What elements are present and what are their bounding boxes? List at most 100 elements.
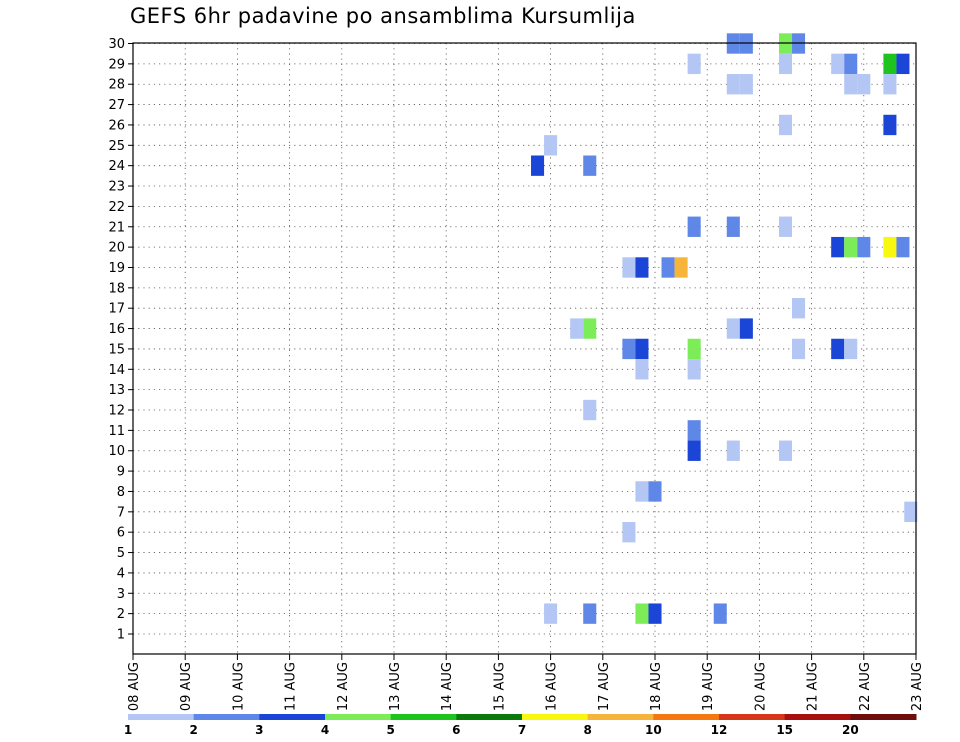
colorbar-segment (390, 714, 457, 720)
heatmap-cell (583, 155, 597, 176)
heatmap-cell (844, 236, 858, 258)
colorbar-label: 20 (842, 723, 859, 737)
y-tick-label: 6 (117, 526, 125, 541)
heatmap-cell (648, 481, 662, 502)
heatmap-cell (635, 338, 649, 360)
heatmap-cell (739, 74, 753, 95)
heatmap-cell (531, 155, 545, 176)
heatmap-cell (883, 114, 897, 136)
heatmap-cell (687, 216, 701, 237)
colorbar-segment (522, 714, 589, 720)
colorbar-segment (653, 714, 720, 720)
x-tick-label: 19 AUG (701, 662, 716, 711)
colorbar-segment (259, 714, 326, 720)
heatmap-cell (674, 257, 688, 278)
y-tick-label: 3 (117, 587, 125, 602)
heatmap-cell (831, 236, 845, 258)
heatmap-cell (883, 53, 897, 75)
heatmap-cell (883, 236, 897, 258)
heatmap-cell (635, 481, 649, 502)
y-tick-label: 22 (108, 200, 125, 215)
y-tick-label: 8 (117, 485, 125, 500)
heatmap-cell (778, 114, 793, 136)
colorbar-label: 1 (124, 723, 132, 737)
heatmap-cell (622, 338, 636, 360)
x-tick-label: 23 AUG (910, 662, 925, 711)
heatmap-cell (792, 338, 806, 360)
colorbar-label: 12 (711, 723, 728, 737)
y-tick-label: 14 (108, 363, 125, 378)
y-tick-label: 25 (108, 139, 125, 154)
colorbar-segment (325, 714, 392, 720)
y-tick-label: 16 (108, 322, 125, 337)
heatmap-cell (622, 522, 636, 543)
heatmap-cell (583, 318, 597, 339)
y-tick-label: 10 (108, 444, 125, 459)
colorbar-label: 6 (452, 723, 460, 737)
colorbar-label: 15 (776, 723, 793, 737)
heatmap-cell (792, 298, 806, 319)
heatmap-cell (713, 603, 727, 624)
heatmap-cell (687, 359, 701, 380)
x-tick-label: 22 AUG (858, 662, 873, 711)
heatmap-cell (726, 216, 740, 237)
y-tick-label: 19 (108, 261, 125, 276)
x-tick-label: 14 AUG (440, 662, 455, 711)
heatmap-cell (896, 53, 910, 75)
cell-layer (531, 33, 918, 624)
heatmap-cell (648, 603, 662, 624)
chart-title: GEFS 6hr padavine po ansamblima Kursumli… (130, 4, 636, 28)
heatmap-cell (635, 359, 649, 380)
y-tick-label: 27 (108, 98, 125, 113)
x-tick-label: 11 AUG (284, 662, 299, 711)
y-tick-label: 7 (117, 505, 125, 520)
y-tick-label: 24 (108, 159, 125, 174)
y-tick-label: 17 (108, 302, 125, 317)
x-tick-label: 16 AUG (545, 662, 560, 711)
heatmap-cell (778, 440, 793, 461)
heatmap-cell (778, 53, 793, 75)
heatmap-cell (726, 318, 740, 339)
heatmap-cell (661, 257, 675, 278)
x-tick-label: 15 AUG (492, 662, 507, 711)
x-tick-label: 17 AUG (597, 662, 612, 711)
x-tick-label: 18 AUG (649, 662, 664, 711)
heatmap-cell (831, 53, 845, 75)
y-tick-label: 15 (108, 342, 125, 357)
y-tick-label: 12 (108, 404, 125, 419)
y-tick-label: 18 (108, 281, 125, 296)
heatmap-cell (635, 603, 649, 624)
x-tick-label: 21 AUG (806, 662, 821, 711)
colorbar-label: 5 (386, 723, 394, 737)
heatmap-cell (570, 318, 584, 339)
heatmap-cell (687, 440, 701, 461)
colorbar-segment (784, 714, 851, 720)
y-tick-label: 29 (108, 57, 125, 72)
heatmap-cell (583, 603, 597, 624)
heatmap-cell (544, 135, 558, 156)
heatmap-cell (844, 338, 858, 360)
y-tick-label: 23 (108, 180, 125, 195)
colorbar-segment (193, 714, 260, 720)
heatmap-cell (896, 236, 910, 258)
colorbar-segment (456, 714, 523, 720)
colorbar-segment (719, 714, 786, 720)
colorbar-segment (587, 714, 654, 720)
y-tick-label: 2 (117, 607, 125, 622)
heatmap-cell (687, 338, 701, 360)
heatmap-cell (687, 53, 701, 75)
heatmap-cell (831, 338, 845, 360)
heatmap-cell (726, 440, 740, 461)
y-tick-label: 11 (108, 424, 125, 439)
axis-layer: 1234567891011121314151617181920212223242… (108, 37, 925, 711)
colorbar-segment (128, 714, 195, 720)
heatmap-cell (635, 257, 649, 278)
colorbar-segment (850, 714, 917, 720)
y-tick-label: 9 (117, 465, 125, 480)
heatmap-cell (687, 420, 701, 441)
colorbar-label: 10 (645, 723, 662, 737)
heatmap-cell (726, 74, 740, 95)
y-tick-label: 26 (108, 118, 125, 133)
